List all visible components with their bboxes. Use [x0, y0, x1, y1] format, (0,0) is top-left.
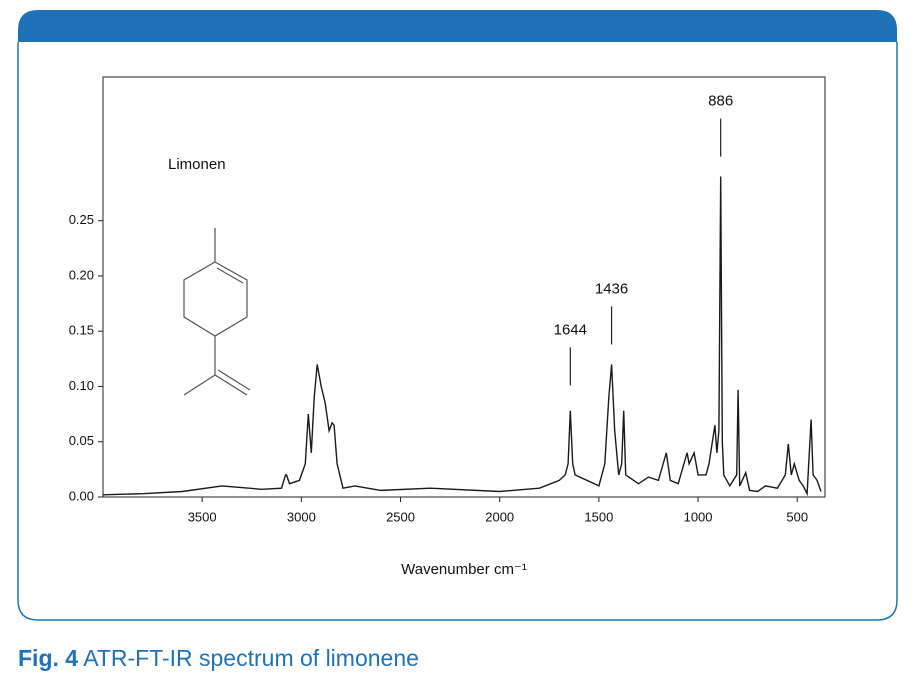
- y-tick-label: 0.20: [69, 267, 94, 282]
- x-tick-label: 2500: [386, 509, 415, 524]
- annotation-label: 886: [708, 93, 733, 110]
- y-tick-label: 0.10: [69, 378, 94, 393]
- y-tick-label: 0.05: [69, 433, 94, 448]
- plot-area: [102, 76, 826, 498]
- caption-label: Fig. 4: [18, 645, 79, 671]
- y-tick-label: 0.00: [69, 488, 94, 503]
- y-tick-label: 0.15: [69, 323, 94, 338]
- frame-band: [18, 10, 897, 42]
- x-tick-label: 3500: [188, 509, 217, 524]
- x-tick-label: 1500: [584, 509, 613, 524]
- compound-label: Limonen: [168, 156, 226, 173]
- chart: Limonen Wavenumber cm⁻¹ 0.00 0.05 0.10 0.15…: [17, 10, 898, 621]
- frame: [17, 42, 898, 621]
- structure: [183, 228, 251, 396]
- x-tick-label: 2000: [485, 509, 514, 524]
- x-tick-label: 1000: [684, 509, 713, 524]
- spectrum-line: [102, 176, 822, 497]
- caption: Fig. 4 ATR-FT-IR spectrum of limonene: [18, 645, 419, 672]
- annotation-label: 1644: [554, 321, 587, 338]
- x-tick-label: 3000: [287, 509, 316, 524]
- annotation-label: 1436: [595, 280, 628, 297]
- x-axis-label: Wavenumber cm⁻¹: [401, 561, 527, 578]
- x-tick-label: 500: [786, 509, 808, 524]
- caption-text: ATR-FT-IR spectrum of limonene: [83, 645, 419, 671]
- y-tick-label: 0.25: [69, 212, 94, 227]
